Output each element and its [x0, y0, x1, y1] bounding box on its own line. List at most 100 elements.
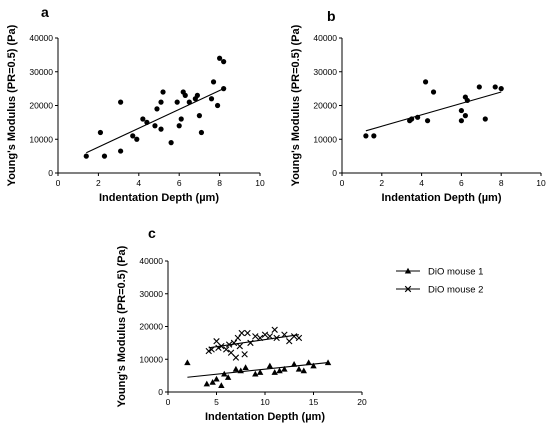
- data-point: [261, 331, 269, 338]
- legend-marker: [404, 285, 412, 293]
- data-point: [462, 113, 468, 119]
- x-axis-title: Indentation Depth (µm): [99, 192, 219, 204]
- x-marker-stroke: [271, 326, 278, 333]
- data-point: [482, 116, 488, 122]
- data-point: [227, 349, 235, 356]
- x-tick-label: 10: [536, 178, 546, 188]
- x-tick-label: 10: [260, 397, 270, 407]
- data-point: [363, 133, 369, 139]
- data-point: [224, 374, 232, 380]
- data-point: [300, 367, 307, 374]
- data-point: [217, 55, 223, 61]
- data-point: [182, 92, 188, 98]
- data-point: [144, 119, 150, 125]
- x-tick-label: 10: [255, 178, 265, 188]
- data-point: [194, 92, 200, 98]
- data-point: [430, 89, 437, 95]
- x-axis-title: Indentation Depth (µm): [382, 192, 502, 204]
- x-marker-stroke: [223, 346, 230, 353]
- regression-line: [208, 334, 300, 349]
- legend-label: DiO mouse 2: [428, 285, 483, 296]
- x-marker-stroke: [215, 344, 222, 351]
- data-point: [424, 118, 431, 124]
- y-tick-label: 0: [332, 168, 337, 178]
- data-point: [281, 365, 288, 372]
- data-point: [458, 107, 464, 114]
- y-tick-label: 20000: [29, 101, 53, 111]
- data-point: [215, 344, 222, 351]
- x-marker-stroke: [261, 331, 269, 338]
- data-point: [498, 86, 504, 92]
- data-point: [221, 86, 227, 92]
- x-marker-stroke: [230, 339, 238, 347]
- x-marker-stroke: [247, 339, 254, 347]
- data-point: [196, 113, 202, 119]
- y-tick-label: 0: [48, 168, 53, 178]
- y-tick-label: 40000: [313, 33, 337, 43]
- x-marker-stroke: [238, 329, 245, 337]
- data-point: [225, 341, 233, 348]
- data-point: [237, 367, 244, 374]
- data-point: [186, 99, 192, 105]
- panel-letter: b: [327, 8, 336, 24]
- data-point: [184, 359, 191, 366]
- data-point: [130, 133, 136, 139]
- legend-label: DiO mouse 1: [428, 267, 483, 278]
- x-marker-stroke: [256, 334, 264, 342]
- x-tick-label: 8: [499, 178, 504, 188]
- y-axis-title: Young's Modulus (PR=0.5) (Pa): [116, 245, 128, 407]
- x-marker-stroke: [234, 334, 242, 342]
- data-point: [152, 123, 158, 129]
- x-tick-label: 20: [357, 397, 367, 407]
- x-marker-stroke: [295, 334, 303, 342]
- data-point: [266, 362, 274, 369]
- data-point: [223, 346, 230, 353]
- x-marker-stroke: [404, 285, 412, 293]
- data-point: [209, 378, 216, 385]
- data-point: [310, 362, 317, 369]
- data-point: [205, 347, 212, 355]
- data-point: [256, 334, 264, 342]
- data-point: [154, 106, 160, 112]
- data-point: [476, 84, 482, 90]
- x-tick-label: 0: [166, 397, 171, 407]
- data-point: [178, 116, 184, 122]
- data-point: [208, 346, 215, 353]
- data-point: [214, 102, 221, 109]
- data-point: [266, 333, 274, 340]
- x-marker-stroke: [244, 329, 251, 337]
- x-marker-stroke: [227, 349, 235, 356]
- x-tick-label: 5: [214, 397, 219, 407]
- data-point: [241, 351, 248, 358]
- data-point: [221, 59, 227, 65]
- panel-letter: c: [148, 225, 156, 241]
- x-marker-stroke: [213, 338, 220, 345]
- x-tick-label: 8: [217, 178, 222, 188]
- data-point: [174, 99, 180, 105]
- data-point: [158, 126, 164, 132]
- data-point: [295, 365, 303, 372]
- x-marker-stroke: [232, 354, 240, 361]
- x-marker-stroke: [290, 333, 298, 340]
- data-point: [168, 140, 174, 146]
- x-marker-stroke: [286, 338, 293, 345]
- x-tick-label: 0: [56, 178, 61, 188]
- data-point: [218, 342, 225, 350]
- y-tick-label: 10000: [29, 134, 53, 144]
- y-tick-label: 20000: [139, 322, 163, 332]
- data-point: [140, 116, 146, 122]
- data-point: [238, 329, 245, 337]
- y-tick-label: 20000: [313, 101, 337, 111]
- data-point: [252, 370, 259, 377]
- data-point: [234, 334, 242, 342]
- x-marker-stroke: [236, 342, 243, 350]
- data-point: [160, 89, 166, 95]
- x-marker-stroke: [273, 334, 280, 342]
- y-axis-title: Young's Modulus (PR=0.5) (Pa): [6, 24, 18, 186]
- x-marker-stroke: [225, 341, 233, 348]
- data-point: [118, 148, 124, 154]
- data-point: [232, 365, 240, 372]
- data-point: [198, 129, 205, 136]
- chart-panel-a: a 0 10000 20000 30000 40000 0 2 4 6 8 10 Indentation…: [6, 4, 265, 204]
- x-tick-label: 6: [177, 178, 182, 188]
